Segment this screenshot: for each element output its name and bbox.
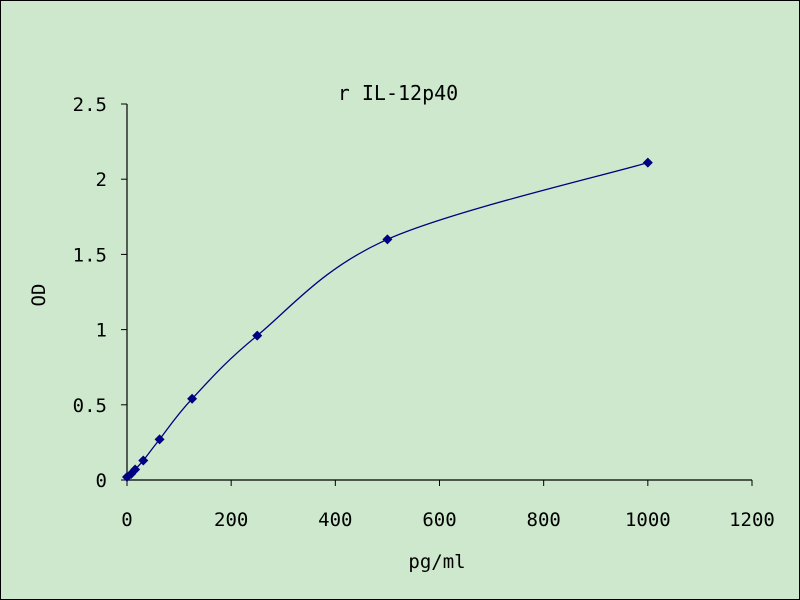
x-tick-label: 600 (422, 509, 456, 531)
y-tick-label: 2.5 (73, 94, 107, 116)
y-tick-label: 2 (96, 169, 107, 191)
axes (126, 104, 752, 481)
data-point (642, 157, 653, 168)
x-tick-label: 200 (214, 509, 248, 531)
data-point (187, 393, 198, 404)
data-point (154, 434, 165, 445)
y-axis-title: OD (28, 284, 50, 307)
data-point (382, 234, 393, 245)
x-axis-ticks: 0 200 400 600 800 1000 1200 (121, 480, 775, 531)
data-point (138, 455, 149, 466)
y-tick-label: 1.5 (73, 244, 107, 266)
x-tick-label: 1000 (625, 509, 671, 531)
y-tick-label: 0 (96, 470, 107, 492)
x-tick-label: 800 (527, 509, 561, 531)
y-tick-label: 1 (96, 320, 107, 342)
data-points (122, 157, 653, 482)
chart-title: r IL-12p40 (338, 81, 458, 105)
x-tick-label: 400 (318, 509, 352, 531)
y-axis-ticks: 0 0.5 1 1.5 2 2.5 (73, 94, 127, 492)
fitted-curve (126, 162, 649, 478)
data-point (252, 330, 263, 341)
x-tick-label: 0 (121, 509, 132, 531)
data-point (130, 464, 141, 475)
y-tick-label: 0.5 (73, 395, 107, 417)
x-tick-label: 1200 (729, 509, 775, 531)
x-axis-title: pg/ml (408, 551, 465, 573)
